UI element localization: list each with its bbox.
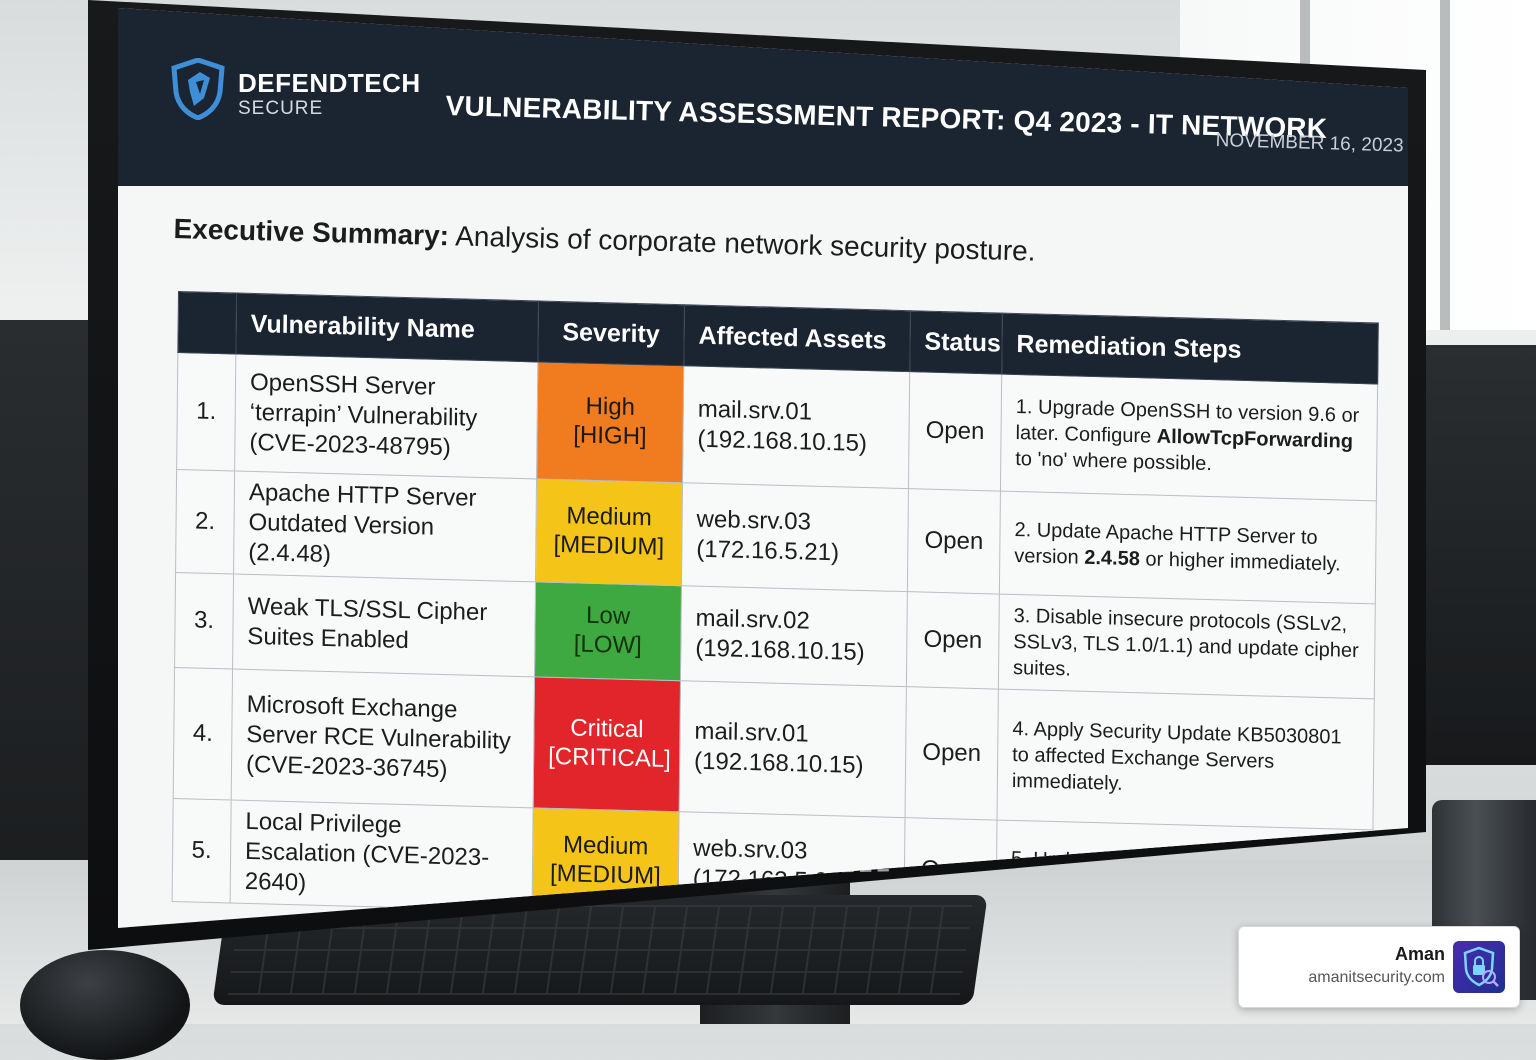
lock-shield-icon xyxy=(1453,941,1505,993)
remediation-text: 4. Apply Security Update KB5030801 to af… xyxy=(1011,717,1342,795)
summary-label: Executive Summary: xyxy=(173,213,450,252)
company-subtitle: SECURE xyxy=(238,98,324,119)
severity-tag: [MEDIUM] xyxy=(549,859,661,890)
vulnerability-name: Microsoft Exchange Server RCE Vulnerabil… xyxy=(231,669,535,808)
severity-label: Low xyxy=(585,601,631,631)
vulnerability-table-wrap: Vulnerability Name Severity Affected Ass… xyxy=(172,291,1379,928)
remediation-text-tail: or higher immediately. xyxy=(1139,548,1341,576)
affected-asset-cell: mail.srv.02 (192.168.10.15) xyxy=(680,585,908,687)
company-name: DEFENDTECH xyxy=(238,68,421,98)
affected-asset-cell: mail.srv.01 (192.168.10.15) xyxy=(682,365,910,489)
header-vulnerability-name[interactable]: Vulnerability Name xyxy=(235,293,539,362)
asset-ip: (192.168.10.15) xyxy=(693,747,864,780)
asset-ip: (172.16.5.21) xyxy=(696,535,840,567)
remediation-highlight: AllowTcpForwarding xyxy=(1156,425,1354,453)
severity-label: Medium xyxy=(562,831,649,861)
asset-ip: (192.168.10.15) xyxy=(697,425,868,458)
header-number xyxy=(177,291,237,355)
remediation-highlight: 2.4.58 xyxy=(1084,546,1140,571)
vulnerability-table: Vulnerability Name Severity Affected Ass… xyxy=(172,291,1379,928)
row-number: 4. xyxy=(173,667,233,801)
remediation-cell: 4. Apply Security Update KB5030801 to af… xyxy=(997,689,1375,830)
affected-asset-cell: mail.srv.01 (192.168.10.15) xyxy=(679,680,907,818)
executive-summary: Executive Summary: Analysis of corporate… xyxy=(173,213,1036,268)
remediation-text-tail: to 'no' where possible. xyxy=(1015,447,1212,476)
remediation-cell: 2. Update Apache HTTP Server to version … xyxy=(999,491,1377,604)
header-severity[interactable]: Severity xyxy=(537,300,685,366)
severity-cell: Low [LOW] xyxy=(534,581,682,681)
header-affected-assets[interactable]: Affected Assets xyxy=(683,304,911,372)
asset-ip: (192.168.10.15) xyxy=(695,634,865,667)
row-number: 1. xyxy=(176,352,236,472)
report-title: VULNERABILITY ASSESSMENT REPORT: Q4 2023… xyxy=(445,90,1328,145)
severity-cell: Medium [MEDIUM] xyxy=(535,478,683,586)
severity-tag: [LOW] xyxy=(573,630,642,660)
watermark-card[interactable]: Aman amanitsecurity.com xyxy=(1238,926,1520,1008)
severity-tag: [MEDIUM] xyxy=(553,530,665,561)
shield-icon xyxy=(171,58,225,120)
vulnerability-name: Weak TLS/SSL Cipher Suites Enabled xyxy=(232,574,536,677)
status-cell: Open xyxy=(905,686,999,821)
severity-cell: High [HIGH] xyxy=(536,361,684,483)
severity-label: Critical xyxy=(570,714,644,744)
header-status[interactable]: Status xyxy=(909,310,1003,375)
header-remediation-steps[interactable]: Remediation Steps xyxy=(1001,313,1379,384)
severity-tag: [HIGH] xyxy=(573,421,647,451)
severity-label: Medium xyxy=(566,502,652,532)
vulnerability-name: OpenSSH Server ‘terrapin’ Vulnerability … xyxy=(234,354,538,479)
vulnerability-name: Local Privilege Escalation (CVE-2023-264… xyxy=(230,800,534,911)
mouse xyxy=(20,950,190,1060)
window-frame xyxy=(1440,0,1450,330)
status-cell: Open xyxy=(908,371,1002,492)
row-number: 5. xyxy=(172,798,232,903)
status-cell: Open xyxy=(907,488,1001,595)
severity-cell: Critical [CRITICAL] xyxy=(533,676,681,812)
severity-label: High xyxy=(585,392,636,422)
summary-text: Analysis of corporate network security p… xyxy=(454,220,1036,267)
background-monitor xyxy=(1420,345,1536,765)
watermark-site: amanitsecurity.com xyxy=(1308,969,1445,986)
remediation-text: 3. Disable insecure protocols (SSLv2, SS… xyxy=(1012,604,1359,681)
remediation-cell: 3. Disable insecure protocols (SSLv2, SS… xyxy=(998,594,1376,699)
report-screen: DEFENDTECH SECURE VULNERABILITY ASSESSME… xyxy=(118,8,1408,928)
severity-tag: [CRITICAL] xyxy=(548,742,671,774)
watermark-name: Aman xyxy=(1394,944,1445,964)
report-date: NOVEMBER 16, 2023 xyxy=(1215,130,1404,157)
status-cell: Open xyxy=(906,591,1000,690)
vulnerability-name: Apache HTTP Server Outdated Version (2.4… xyxy=(233,471,537,582)
row-number: 3. xyxy=(174,572,234,670)
remediation-cell: 1. Upgrade OpenSSH to version 9.6 or lat… xyxy=(1000,374,1378,501)
row-number: 2. xyxy=(175,469,235,575)
affected-asset-cell: web.srv.03 (172.16.5.21) xyxy=(681,482,909,592)
